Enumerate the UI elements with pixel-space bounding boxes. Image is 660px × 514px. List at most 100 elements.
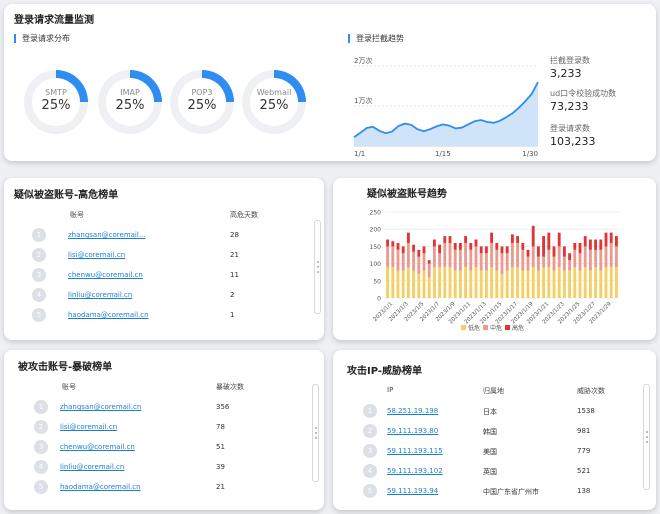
high-risk-days: 2 bbox=[230, 291, 235, 299]
bar-segment bbox=[505, 246, 509, 254]
bar-segment bbox=[604, 232, 608, 247]
bar-segment bbox=[604, 246, 608, 268]
ip-link[interactable]: 59.111.193.115 bbox=[387, 447, 443, 455]
bar-segment bbox=[412, 251, 416, 271]
bar-segment bbox=[469, 249, 473, 271]
bar-segment bbox=[479, 253, 483, 271]
bar-segment bbox=[422, 253, 426, 271]
bar-segment bbox=[505, 270, 509, 298]
bar-segment bbox=[578, 270, 582, 298]
bar-segment bbox=[510, 242, 514, 268]
column-header-high-risk-days: 高危天数 bbox=[230, 211, 258, 219]
bar-segment bbox=[536, 246, 540, 257]
high-risk-days: 21 bbox=[230, 251, 239, 259]
protocol-donut: IMAP 25% bbox=[98, 70, 162, 134]
bar-segment bbox=[458, 270, 462, 298]
account-link[interactable]: linliu@coremail.cn bbox=[60, 463, 125, 471]
bar-segment bbox=[490, 267, 494, 298]
ip-region: 韩国 bbox=[483, 428, 497, 436]
bar-segment bbox=[432, 239, 436, 247]
bar-segment bbox=[588, 270, 592, 298]
ip-link[interactable]: 59.111.193.94 bbox=[387, 487, 439, 495]
account-link[interactable]: chenwu@coremail.cn bbox=[60, 443, 135, 451]
stat-label: 拦截登录数 bbox=[550, 56, 590, 65]
bar-segment bbox=[547, 249, 551, 268]
rank-badge: 5 bbox=[34, 480, 48, 494]
bar-segment bbox=[531, 225, 535, 247]
bar-segment bbox=[568, 253, 572, 261]
brute-force-count: 356 bbox=[216, 403, 230, 411]
bar-segment bbox=[448, 267, 452, 298]
column-header-region: 归属地 bbox=[483, 387, 504, 395]
bar-segment bbox=[573, 242, 577, 250]
bar-segment bbox=[453, 270, 457, 298]
traffic-monitor-title: 登录请求流量监测 bbox=[14, 15, 94, 26]
high-risk-days: 28 bbox=[230, 231, 239, 239]
column-header-ip: IP bbox=[387, 386, 394, 394]
bar-segment bbox=[438, 253, 442, 268]
bar-segment bbox=[562, 256, 566, 271]
bar-segment bbox=[542, 256, 546, 268]
bar-segment bbox=[396, 242, 400, 250]
column-header-account: 账号 bbox=[70, 211, 84, 219]
account-link[interactable]: haodama@coremail.cn bbox=[68, 311, 149, 319]
account-link[interactable]: zhangsan@coremail... bbox=[68, 231, 146, 239]
bar-segment bbox=[495, 242, 499, 250]
bar-segment bbox=[583, 246, 587, 268]
bar-segment bbox=[573, 249, 577, 268]
table-scrollbar[interactable] bbox=[314, 220, 321, 314]
account-link[interactable]: lisi@coremail.cn bbox=[60, 423, 118, 431]
column-header-threat-count: 威胁次数 bbox=[577, 387, 605, 395]
bar-segment bbox=[552, 270, 556, 298]
account-link[interactable]: chenwu@coremail.cn bbox=[68, 271, 143, 279]
account-link[interactable]: lisi@coremail.cn bbox=[68, 251, 126, 259]
protocol-label: IMAP bbox=[120, 88, 140, 97]
ip-link[interactable]: 59.111.193.80 bbox=[387, 427, 439, 435]
ip-link[interactable]: 58.251.19.198 bbox=[387, 407, 439, 415]
bar-segment bbox=[583, 236, 587, 247]
bar-segment bbox=[453, 249, 457, 271]
traffic-monitor-card: 登录请求流量监测 登录请求分布 登录拦截趋势 SMTP 25% IMAP 25% P… bbox=[4, 4, 656, 161]
bar-segment bbox=[547, 232, 551, 250]
bar-segment bbox=[412, 270, 416, 298]
bar-segment bbox=[568, 260, 572, 271]
bar-segment bbox=[609, 267, 613, 298]
y-tick-label: 2万次 bbox=[354, 56, 372, 65]
bar-segment bbox=[609, 242, 613, 268]
bar-segment bbox=[516, 242, 520, 268]
protocol-percent: 25% bbox=[259, 98, 289, 113]
bar-segment bbox=[443, 236, 447, 243]
bar-segment bbox=[516, 267, 520, 298]
protocol-label: SMTP bbox=[45, 88, 67, 97]
table-scrollbar[interactable] bbox=[312, 384, 319, 482]
stat-value: 103,233 bbox=[550, 135, 596, 148]
rank-badge: 1 bbox=[363, 404, 377, 418]
account-link[interactable]: haodama@coremail.cn bbox=[60, 483, 141, 491]
login-intercept-area-chart: 2万次 1万次 1/1 1/15 1/30 bbox=[353, 56, 539, 158]
bar-segment bbox=[412, 244, 416, 252]
bar-segment bbox=[484, 270, 488, 298]
bar-segment bbox=[396, 249, 400, 271]
suspect-trend-card: 疑似被盗账号趋势 0 50 100 150 200 250 2023/1/1 2023/1/3… bbox=[333, 178, 656, 340]
account-link[interactable]: linliu@coremail.cn bbox=[68, 291, 133, 299]
attacked-accounts-title: 被攻击账号-暴破榜单 bbox=[18, 362, 113, 373]
rank-badge: 2 bbox=[34, 420, 48, 434]
legend-swatch bbox=[461, 325, 466, 330]
y-tick-label: 100 bbox=[370, 261, 382, 268]
bar-segment bbox=[401, 270, 405, 298]
bar-segment bbox=[500, 246, 504, 254]
ip-link[interactable]: 59.111.193.102 bbox=[387, 467, 443, 475]
stat-value: 3,233 bbox=[550, 67, 582, 80]
threat-count: 779 bbox=[577, 447, 591, 455]
high-risk-days: 11 bbox=[230, 271, 239, 279]
table-scrollbar[interactable] bbox=[643, 384, 650, 490]
area-fill bbox=[354, 82, 538, 146]
bar-segment bbox=[422, 246, 426, 254]
account-link[interactable]: zhangsan@coremail.cn bbox=[60, 403, 142, 411]
bar-segment bbox=[526, 270, 530, 298]
bar-segment bbox=[458, 242, 462, 250]
rank-badge: 3 bbox=[34, 440, 48, 454]
bar-segment bbox=[464, 242, 468, 268]
bar-segment bbox=[484, 253, 488, 271]
rank-badge: 4 bbox=[363, 464, 377, 478]
